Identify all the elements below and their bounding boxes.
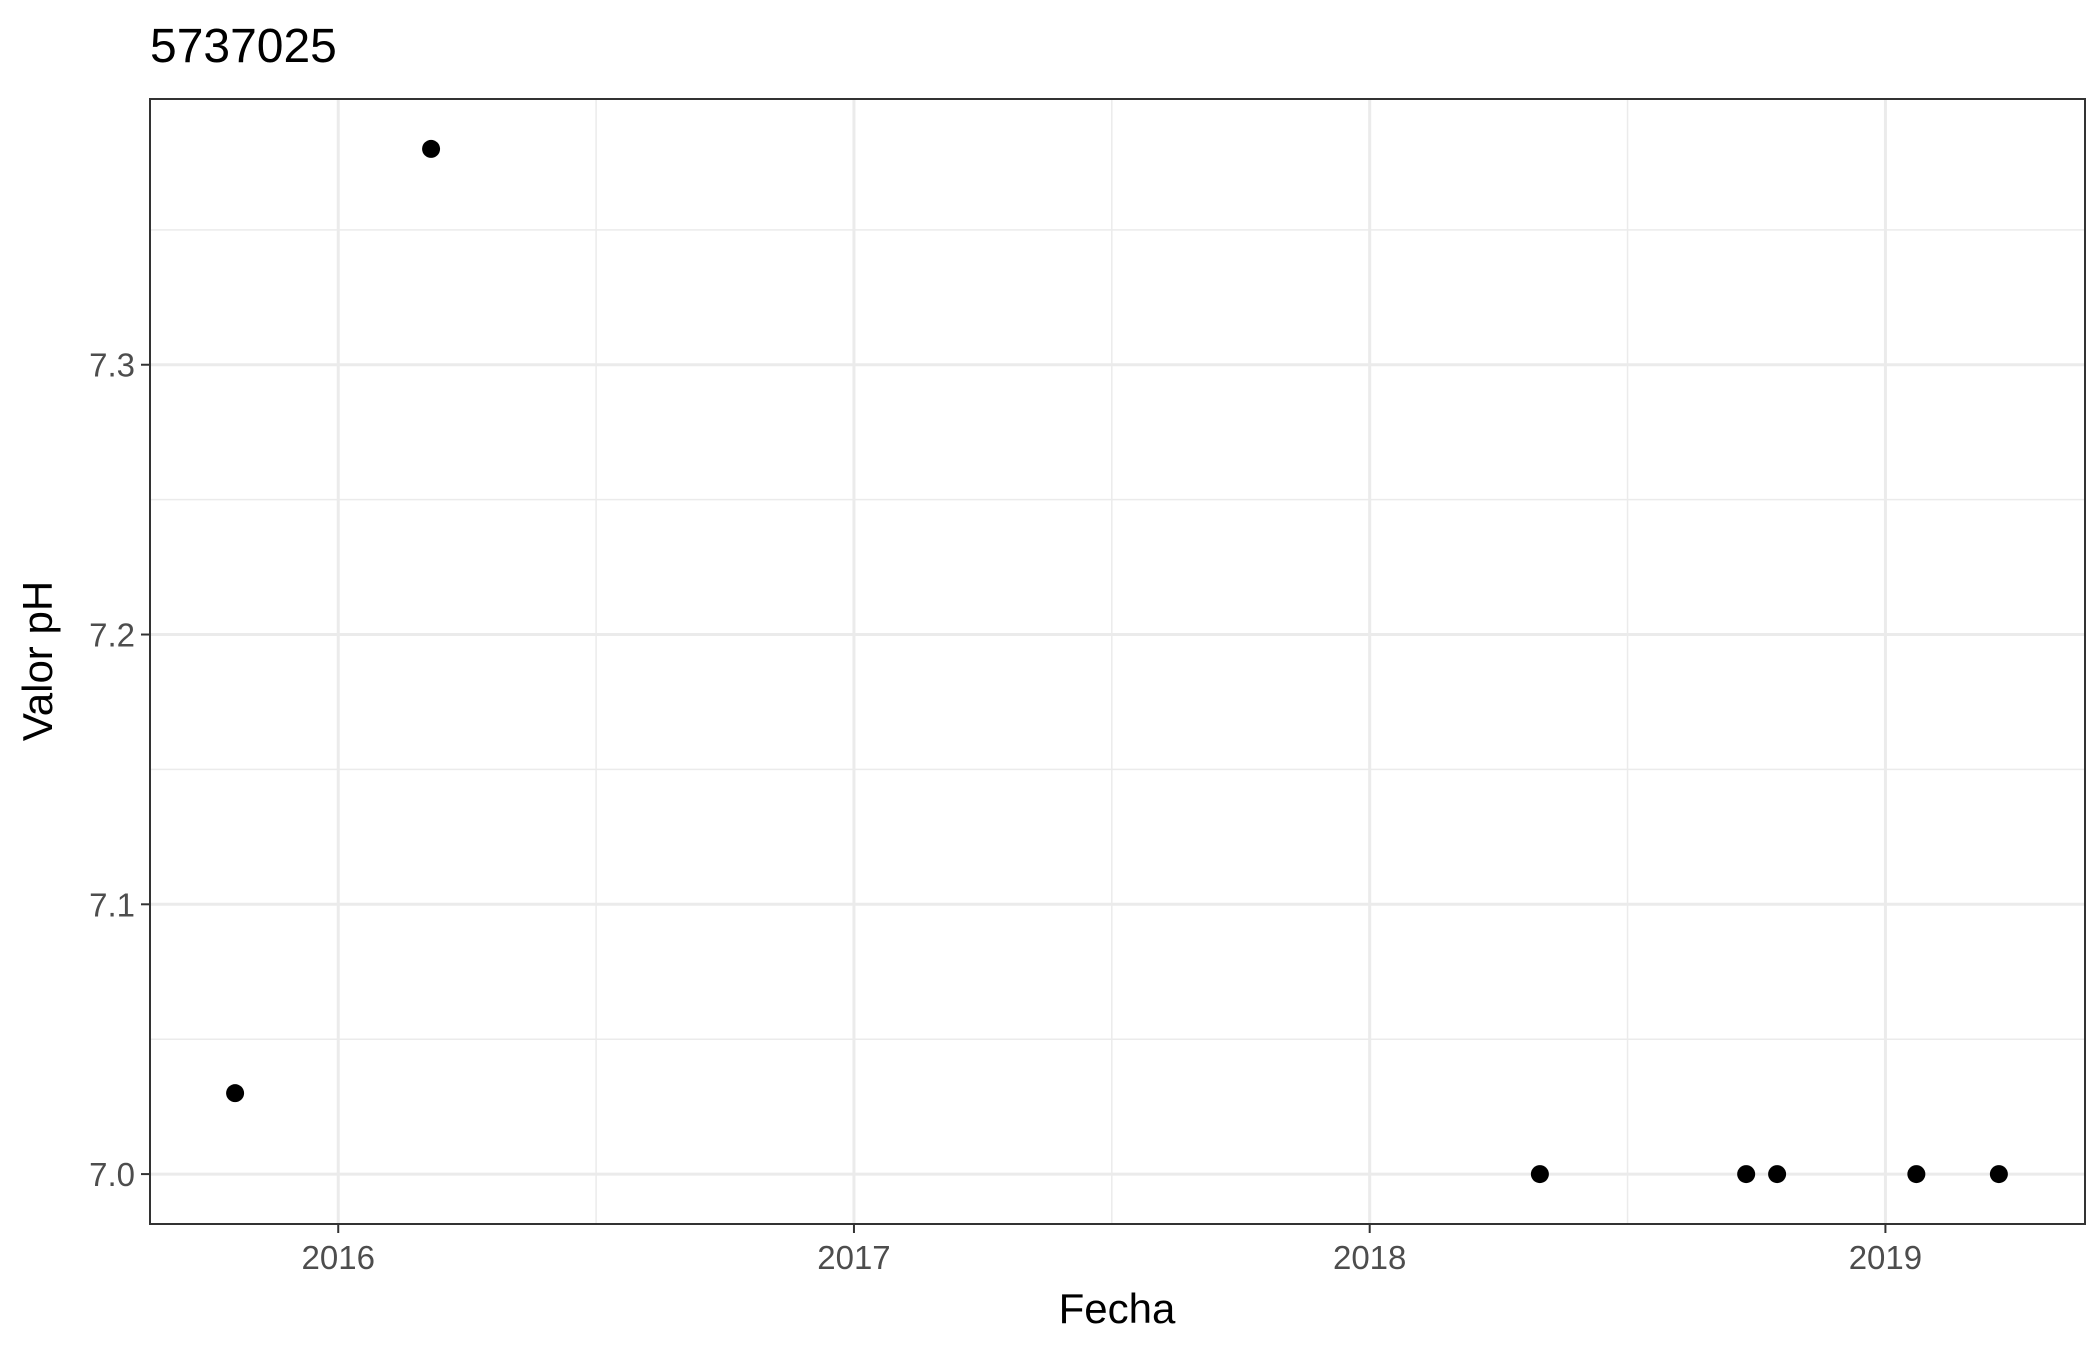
x-tick-label: 2016 xyxy=(302,1239,375,1276)
chart-title: 5737025 xyxy=(150,20,337,73)
y-tick-label: 7.1 xyxy=(89,886,135,923)
x-tick-label: 2019 xyxy=(1849,1239,1922,1276)
data-point xyxy=(1737,1165,1756,1184)
data-point xyxy=(1768,1165,1787,1184)
minor-gridlines xyxy=(150,99,2085,1224)
x-axis-title: Fecha xyxy=(1059,1285,1176,1332)
data-point xyxy=(1907,1165,1926,1184)
y-tick-label: 7.3 xyxy=(89,347,135,384)
data-point xyxy=(422,139,441,158)
y-axis: 7.0 7.1 7.2 7.3 xyxy=(89,347,150,1193)
y-tick-label: 7.0 xyxy=(89,1156,135,1193)
plot-panel-border xyxy=(149,98,2086,1225)
y-tick-label: 7.2 xyxy=(89,617,135,654)
plot-background xyxy=(150,99,2085,1224)
data-point xyxy=(226,1084,245,1103)
x-tick-label: 2017 xyxy=(817,1239,890,1276)
major-gridlines xyxy=(150,99,2085,1224)
y-axis-title: Valor pH xyxy=(14,581,61,741)
data-point xyxy=(1989,1165,2008,1184)
x-tick-label: 2018 xyxy=(1333,1239,1406,1276)
x-axis: 2016 2017 2018 2019 xyxy=(302,1224,1922,1276)
data-point xyxy=(1530,1165,1549,1184)
data-points xyxy=(226,139,2008,1184)
